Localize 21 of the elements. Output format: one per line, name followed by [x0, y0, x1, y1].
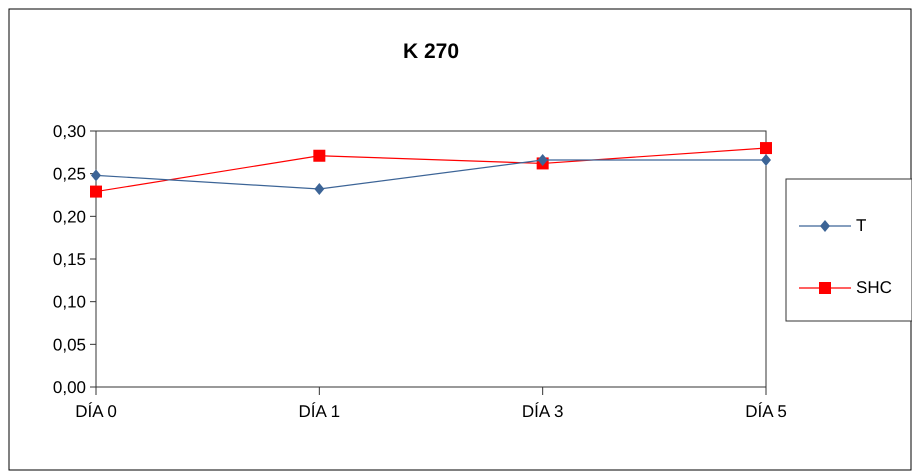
- legend-label: T: [856, 216, 866, 235]
- y-tick-label: 0,00: [52, 378, 86, 397]
- y-tick-label: 0,10: [52, 292, 86, 312]
- point: [314, 183, 324, 196]
- x-tick-label: DÍA 1: [298, 402, 340, 421]
- point: [538, 154, 548, 166]
- point: [313, 150, 326, 162]
- y-tick-label: 0,25: [52, 164, 86, 184]
- x-tick-label: DÍA 5: [745, 402, 787, 421]
- y-tick-label: 0,30: [52, 122, 86, 141]
- y-tick-label: 0,20: [52, 207, 86, 226]
- y-tick-label: 0,15: [52, 250, 86, 269]
- x-tick-label: DÍA 3: [522, 402, 564, 421]
- point: [760, 142, 772, 154]
- x-tick-label: DÍA 0: [75, 402, 117, 421]
- point: [90, 186, 102, 198]
- point: [761, 154, 771, 166]
- y-tick-label: 0,05: [52, 335, 86, 354]
- legend-label: SHC: [856, 278, 892, 297]
- point: [91, 169, 101, 182]
- chart-title: K 270: [402, 40, 460, 63]
